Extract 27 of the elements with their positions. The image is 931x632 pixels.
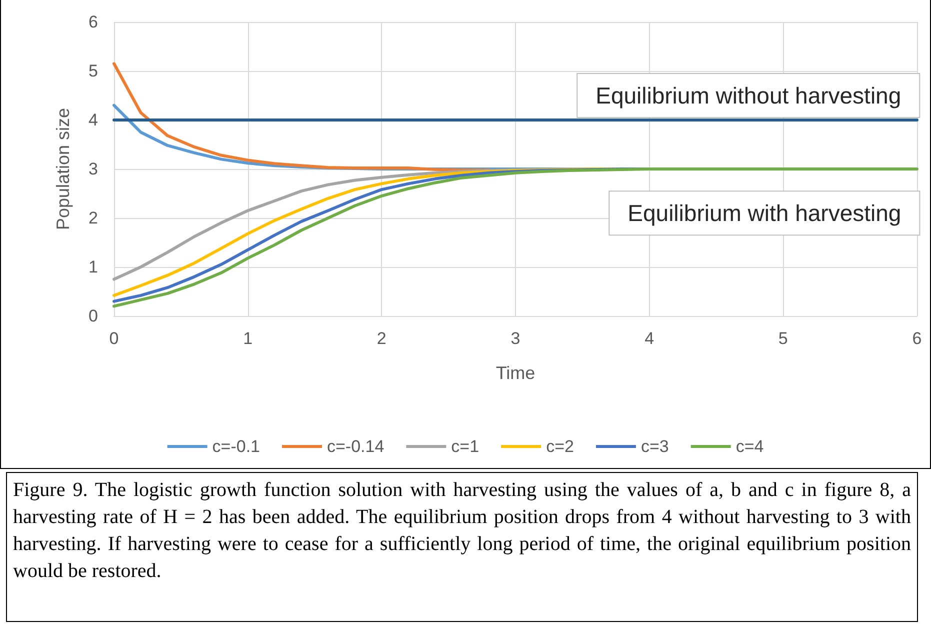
y-tick-label: 4 [88,110,98,130]
x-tick-label: 4 [644,329,654,348]
y-axis-title: Population size [53,108,73,230]
x-tick-label: 3 [510,329,520,348]
x-tick-label: 6 [912,329,922,348]
legend-label: c=4 [736,437,764,456]
x-tick-label: 2 [376,329,386,348]
y-tick-label: 2 [88,208,98,228]
caption: Figure 9. The logistic growth function solution with harvesting using the values of a, b and c in figure 8, a harvesting rate of H = 2 has been added. The equilibrium position drops from 4 without harvesting to 3 with harvesting. If harvesting were to cease for a sufficiently long period of time, the original equilibrium position would be restored. [13,478,911,584]
legend-label: c=1 [451,437,480,456]
x-tick-label: 1 [243,329,253,348]
x-tick-label: 0 [109,329,119,348]
x-tick-label: 5 [778,329,788,348]
y-tick-label: 0 [88,306,98,326]
line-series [112,168,918,308]
y-tick-label: 1 [88,258,98,276]
legend-label: c=-0.1 [212,437,260,456]
legend-label: c=3 [640,437,669,456]
y-tick-label: 3 [88,160,98,178]
legend-label: c=2 [546,437,574,456]
y-tick-label: 5 [88,62,98,80]
line-series [112,62,490,172]
legend-label: c=-0.14 [327,437,384,456]
y-tick-label: 6 [88,12,98,32]
annotation: Equilibrium without harvesting [596,82,902,108]
x-axis-title: Time [496,363,536,383]
annotation: Equilibrium with harvesting [628,200,902,226]
